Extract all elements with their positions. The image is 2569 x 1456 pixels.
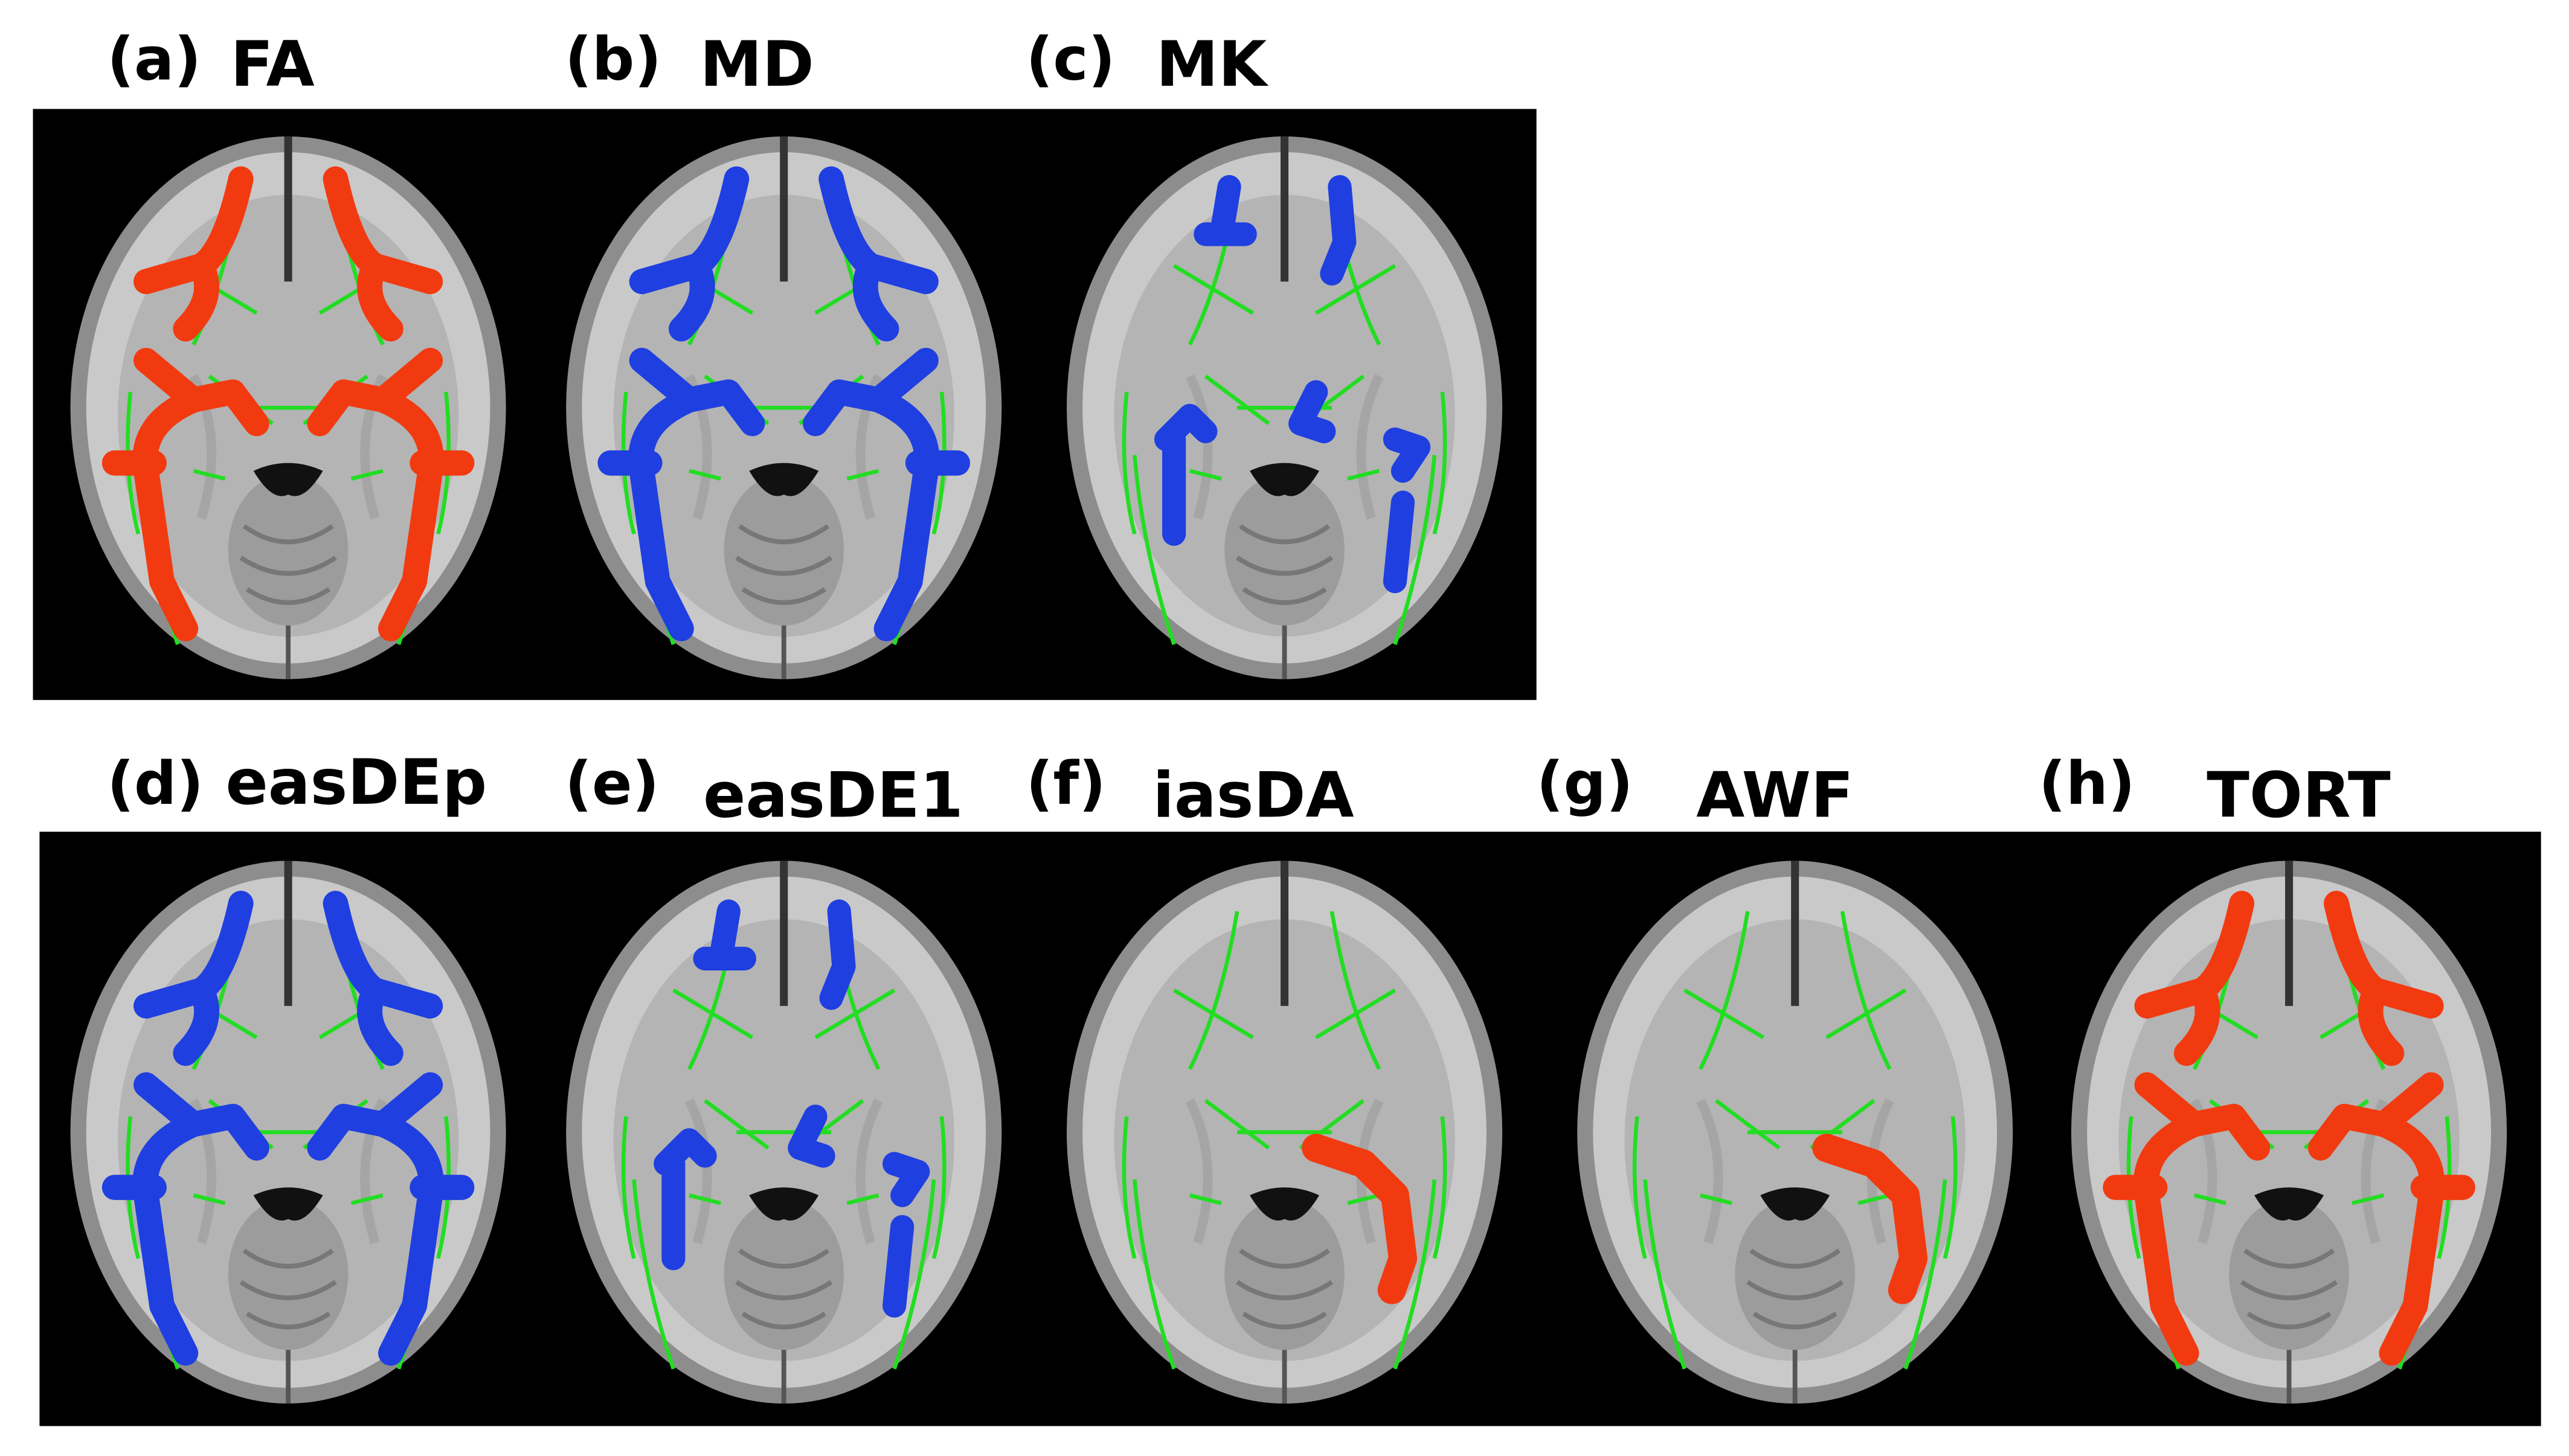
brain-slice bbox=[71, 136, 506, 679]
panel-label: (h) bbox=[2039, 749, 2135, 818]
brain-slice bbox=[1577, 861, 2013, 1403]
panel-title: MD bbox=[700, 28, 814, 101]
panel-title: FA bbox=[231, 28, 315, 101]
panel-label: (d) bbox=[107, 749, 204, 818]
brain-slice bbox=[566, 136, 1002, 679]
brain-slice bbox=[1067, 136, 1502, 679]
panel-title: easDEp bbox=[226, 746, 487, 819]
brain-slice bbox=[2071, 861, 2507, 1403]
brain-slice bbox=[1067, 861, 1502, 1403]
panel-label: (a) bbox=[107, 25, 201, 94]
panel-label: (e) bbox=[565, 749, 659, 818]
panel-label: (f) bbox=[1026, 749, 1105, 818]
brain-slice bbox=[71, 861, 506, 1403]
panel-label: (g) bbox=[1537, 749, 1633, 818]
panel-label: (c) bbox=[1026, 25, 1115, 94]
panel-title: MK bbox=[1156, 28, 1269, 101]
brain-slice bbox=[566, 861, 1002, 1403]
panel-title: TORT bbox=[2207, 760, 2391, 832]
panel-label: (b) bbox=[565, 25, 661, 94]
panel-title: AWF bbox=[1696, 760, 1854, 832]
panel-title: easDE1 bbox=[703, 760, 963, 832]
panel-title: iasDA bbox=[1153, 760, 1354, 832]
